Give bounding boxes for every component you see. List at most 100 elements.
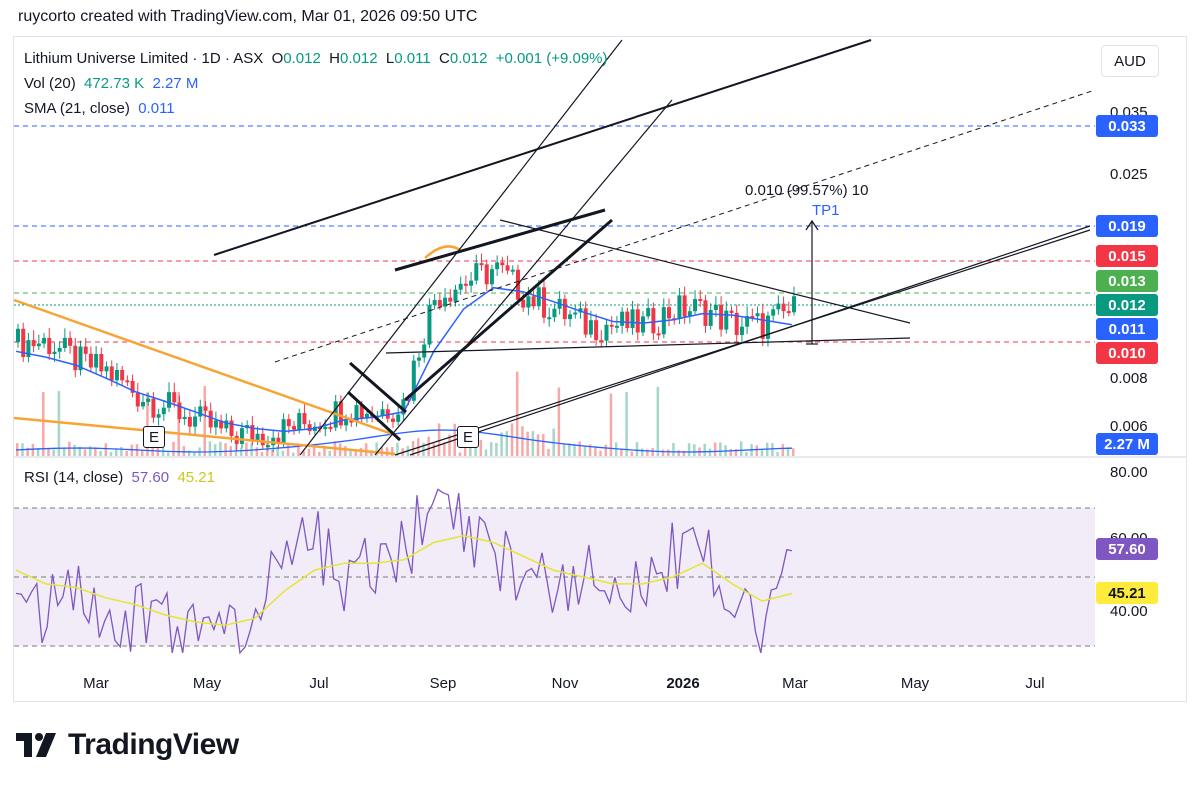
legend-volume[interactable]: Vol (20) 472.73 K 2.27 M bbox=[24, 75, 198, 92]
candle bbox=[390, 418, 395, 422]
candle bbox=[750, 316, 755, 319]
candle bbox=[552, 308, 557, 318]
volume-bar bbox=[500, 432, 503, 456]
candle bbox=[724, 310, 729, 330]
candle bbox=[182, 416, 187, 420]
volume-bar bbox=[677, 450, 680, 456]
volume-bar bbox=[120, 446, 123, 456]
volume-bar bbox=[448, 434, 451, 456]
wedge-top[interactable] bbox=[394, 208, 606, 272]
candle bbox=[458, 283, 463, 290]
volume-bar bbox=[57, 391, 61, 456]
triangle-top[interactable] bbox=[499, 219, 911, 324]
volume-bar bbox=[682, 450, 686, 456]
candle bbox=[635, 309, 640, 333]
candle bbox=[78, 346, 83, 371]
legend-rsi-value: 57.60 bbox=[131, 469, 170, 486]
volume-bar bbox=[73, 444, 76, 456]
tradingview-logo-text: TradingView bbox=[68, 728, 239, 761]
candle bbox=[469, 280, 474, 286]
legend-vol-value: 472.73 K bbox=[84, 75, 145, 92]
volume-bar bbox=[562, 444, 566, 456]
volume-bar bbox=[130, 444, 134, 456]
trendlines[interactable] bbox=[13, 39, 1096, 456]
price-tag-0-010: 0.010 bbox=[1096, 342, 1158, 364]
flag-line-2[interactable] bbox=[346, 390, 402, 442]
earnings-marker[interactable]: E bbox=[457, 426, 479, 448]
currency-button[interactable]: AUD bbox=[1101, 45, 1159, 77]
volume-bar bbox=[656, 386, 660, 456]
time-axis-label: Mar bbox=[782, 675, 808, 692]
volume-bar bbox=[36, 447, 40, 456]
candle bbox=[745, 316, 750, 327]
candle bbox=[265, 445, 270, 448]
volume-bar bbox=[161, 443, 165, 456]
steep-line-2[interactable] bbox=[374, 99, 673, 456]
legend-sma[interactable]: SMA (21, close) 0.011 bbox=[24, 100, 175, 117]
volume-bar bbox=[47, 447, 50, 456]
candle bbox=[448, 297, 453, 302]
legend-symbol[interactable]: Lithium Universe Limited · 1D · ASX bbox=[24, 50, 264, 67]
candle bbox=[698, 299, 703, 302]
tradingview-logo[interactable]: TradingView bbox=[16, 728, 239, 762]
legend-rsi-ma: 45.21 bbox=[177, 469, 215, 486]
volume-bar bbox=[390, 447, 394, 456]
time-axis-label: May bbox=[192, 675, 222, 692]
volume-bar bbox=[536, 434, 540, 456]
volume-bar bbox=[292, 452, 295, 456]
price-axis-label: 0.025 bbox=[1110, 166, 1148, 183]
volume-bar bbox=[396, 442, 399, 456]
volume-bar bbox=[792, 448, 795, 456]
orange-trendline-lower[interactable] bbox=[13, 416, 396, 456]
orange-arc[interactable] bbox=[424, 245, 461, 259]
wedge-bottom[interactable] bbox=[404, 218, 613, 402]
volume-bar bbox=[94, 447, 97, 456]
candle bbox=[573, 312, 578, 315]
volume-bar bbox=[672, 443, 675, 456]
volume-bar bbox=[151, 441, 154, 456]
candle bbox=[463, 283, 468, 286]
measure-arrow-head[interactable] bbox=[805, 219, 819, 231]
candle bbox=[167, 392, 172, 408]
price-tag-0-033: 0.033 bbox=[1096, 115, 1158, 137]
candle bbox=[229, 420, 234, 436]
candle bbox=[83, 346, 88, 354]
channel-line-top[interactable] bbox=[213, 39, 872, 256]
volume-bar bbox=[755, 445, 759, 456]
candle bbox=[292, 426, 297, 430]
candle bbox=[193, 416, 198, 427]
volume-bar bbox=[578, 441, 581, 456]
price-tag-0-013: 0.013 bbox=[1096, 270, 1158, 292]
candle bbox=[411, 360, 416, 401]
volume-bar bbox=[182, 446, 186, 456]
volume-bar bbox=[422, 442, 425, 456]
volume-bar bbox=[193, 452, 196, 456]
volume-bar bbox=[651, 448, 654, 456]
candle bbox=[417, 357, 422, 361]
volume-bar bbox=[349, 448, 352, 456]
earnings-marker[interactable]: E bbox=[143, 426, 165, 448]
candle bbox=[765, 315, 770, 339]
channel-line-bottom-2[interactable] bbox=[409, 225, 1091, 456]
volume-bar bbox=[219, 441, 222, 456]
volume-bar bbox=[437, 423, 441, 456]
candle bbox=[99, 353, 104, 372]
candle bbox=[547, 317, 552, 320]
volume-bar bbox=[495, 442, 498, 456]
flag-line-1[interactable] bbox=[349, 361, 407, 414]
volume-bar bbox=[760, 450, 764, 456]
candle bbox=[104, 366, 109, 372]
candle bbox=[583, 308, 588, 335]
triangle-bottom[interactable] bbox=[385, 337, 911, 354]
legend-rsi[interactable]: RSI (14, close) 57.60 45.21 bbox=[24, 469, 215, 486]
candle bbox=[708, 309, 713, 326]
volume-bar bbox=[594, 447, 597, 456]
candle bbox=[495, 262, 500, 270]
time-axis-label: Nov bbox=[551, 675, 579, 692]
candle bbox=[354, 405, 359, 422]
candle bbox=[443, 297, 448, 307]
volume-bar bbox=[786, 447, 790, 456]
steep-line-1[interactable] bbox=[299, 39, 623, 456]
orange-trendline-upper[interactable] bbox=[13, 298, 396, 437]
